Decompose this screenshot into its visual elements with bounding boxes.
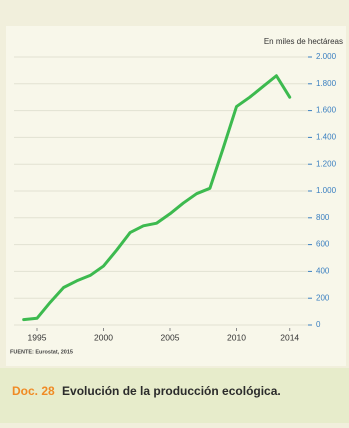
x-tick-label: 2010 — [227, 332, 246, 342]
y-tick-label: 1.800 — [316, 79, 337, 88]
chart-panel — [6, 26, 346, 366]
y-tick-label: 0 — [316, 320, 321, 329]
y-tick-label: 2.000 — [316, 52, 337, 61]
y-tick-label: 600 — [316, 240, 330, 249]
y-tick-label: 800 — [316, 213, 330, 222]
caption-label: Doc. 28 — [12, 384, 55, 398]
y-axis-label: En miles de hectáreas — [264, 37, 343, 46]
x-tick-label: 1995 — [28, 332, 47, 342]
caption-panel — [0, 368, 349, 423]
line — [22, 74, 292, 322]
y-tick-label: 1.400 — [316, 133, 337, 142]
y-tick-label: 1.600 — [316, 106, 337, 115]
x-tick-label: 2014 — [280, 332, 299, 342]
source: FUENTE: Eurostat, 2015 — [10, 349, 73, 355]
y-tick-label: 1.200 — [316, 159, 337, 168]
y-tick-label: 400 — [316, 267, 330, 276]
x-tick-label: 2005 — [161, 332, 180, 342]
caption-text: Evolución de la producción ecológica. — [62, 384, 281, 398]
caption: Doc. 28 Evolución de la producción ecoló… — [12, 384, 281, 398]
y-tick-label: 200 — [316, 293, 330, 302]
y-tick-label: 1.000 — [316, 186, 337, 195]
x-tick-label: 2000 — [94, 332, 113, 342]
